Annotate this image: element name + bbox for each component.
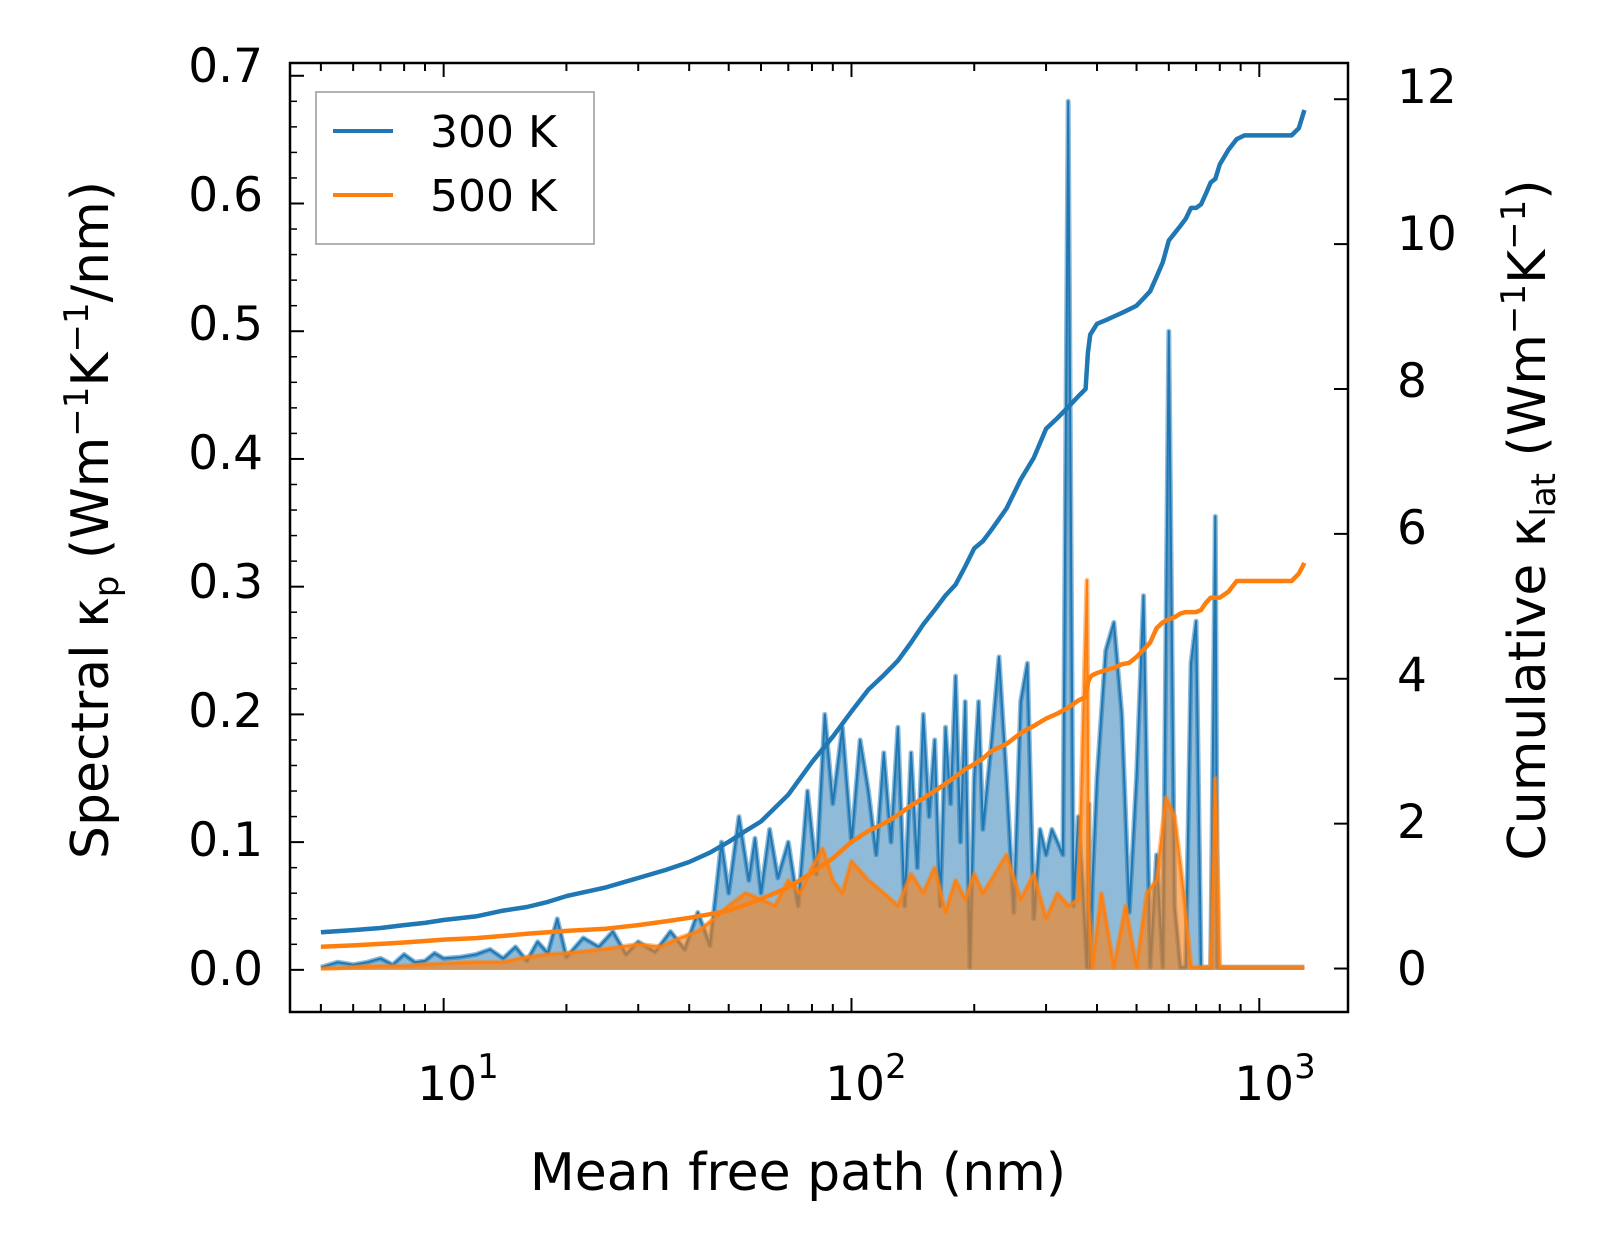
axes-layer (288, 61, 1350, 1014)
right-tick-labels: 0 2 4 6 8 10 12 (1397, 60, 1457, 997)
legend: 300 K 500 K (315, 91, 595, 245)
left-tick-label: 0.5 (188, 297, 263, 352)
right-tick-label: 12 (1397, 60, 1457, 115)
right-tick-label: 8 (1397, 354, 1427, 409)
legend-label-500K: 500 K (430, 171, 558, 222)
right-tick-label: 10 (1397, 207, 1457, 262)
spectral-fill-layer (320, 98, 1305, 972)
legend-label-300K: 300 K (430, 107, 558, 158)
x-axis-title: Mean free path (nm) (530, 1143, 1066, 1203)
left-tick-label: 0.4 (188, 426, 263, 481)
left-tick-label: 0.3 (188, 555, 263, 610)
left-tick-label: 0.2 (188, 684, 263, 739)
right-tick-label: 6 (1397, 501, 1427, 556)
legend-frame (315, 91, 595, 245)
left-tick-label: 0.7 (188, 39, 263, 94)
x-tick-label-10: 101 (417, 1047, 498, 1112)
right-tick-label: 2 (1397, 795, 1427, 850)
x-tick-label-1000: 103 (1234, 1047, 1315, 1112)
left-tick-label: 0.0 (188, 942, 263, 997)
line-layer (320, 109, 1307, 950)
plot-frame (288, 61, 1350, 1014)
x-tick-label-100: 102 (825, 1047, 906, 1112)
right-tick-label: 4 (1397, 648, 1427, 703)
left-tick-label: 0.6 (188, 168, 263, 223)
spectral-area-500K (320, 580, 1305, 970)
x-tick-labels: 101 102 103 (417, 1047, 1315, 1112)
spectral-outline-500K (320, 579, 1305, 970)
right-axis-title: Cumulative κlat (Wm−1K−1) (1494, 179, 1564, 860)
cumulative-line-500K (320, 561, 1307, 950)
left-tick-labels: 0.0 0.1 0.2 0.3 0.4 0.5 0.6 0.7 (188, 39, 263, 997)
cumulative-line-300K (320, 109, 1307, 935)
left-tick-label: 0.1 (188, 813, 263, 868)
left-axis-title: Spectral κp (Wm−1K−1/nm) (57, 181, 127, 859)
right-tick-label: 0 (1397, 942, 1427, 997)
